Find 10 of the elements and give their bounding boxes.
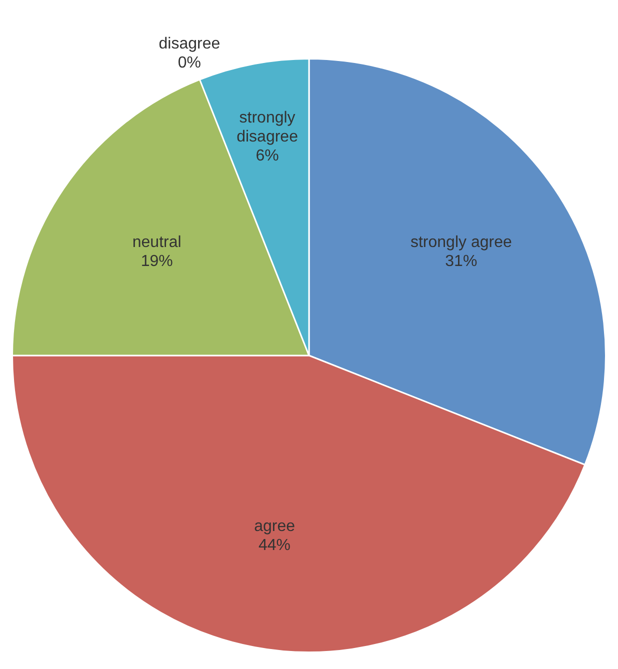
text: 0%: [178, 54, 202, 72]
slice-label: strongly disagree: [236, 109, 298, 146]
category-label: disagree: [158, 35, 220, 52]
slice-label: neutral: [132, 234, 182, 251]
slice-label: strongly agree: [410, 234, 512, 251]
data-label: 31%: [445, 252, 478, 270]
data-label: 44%: [258, 537, 291, 554]
slice-label: agree: [254, 518, 296, 536]
data-label: 6%: [256, 147, 279, 164]
data-label: 19%: [140, 252, 173, 270]
